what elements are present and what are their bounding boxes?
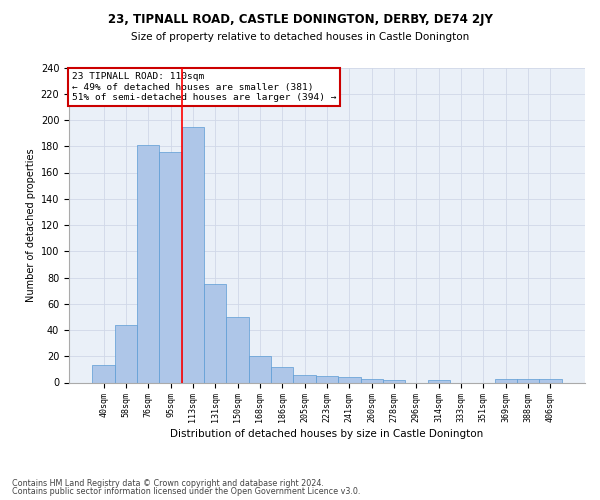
X-axis label: Distribution of detached houses by size in Castle Donington: Distribution of detached houses by size …	[170, 429, 484, 439]
Bar	[182, 126, 204, 382]
Text: 23, TIPNALL ROAD, CASTLE DONINGTON, DERBY, DE74 2JY: 23, TIPNALL ROAD, CASTLE DONINGTON, DERB…	[107, 12, 493, 26]
Bar	[271, 367, 293, 382]
Bar	[494, 378, 517, 382]
Text: Contains public sector information licensed under the Open Government Licence v3: Contains public sector information licen…	[12, 487, 361, 496]
Bar	[226, 317, 249, 382]
Bar	[249, 356, 271, 382]
Bar	[316, 376, 338, 382]
Bar	[383, 380, 405, 382]
Bar	[517, 378, 539, 382]
Bar	[92, 366, 115, 382]
Bar	[293, 374, 316, 382]
Text: Size of property relative to detached houses in Castle Donington: Size of property relative to detached ho…	[131, 32, 469, 42]
Bar	[539, 378, 562, 382]
Bar	[361, 378, 383, 382]
Bar	[428, 380, 450, 382]
Bar	[115, 325, 137, 382]
Text: Contains HM Land Registry data © Crown copyright and database right 2024.: Contains HM Land Registry data © Crown c…	[12, 478, 324, 488]
Text: 23 TIPNALL ROAD: 110sqm
← 49% of detached houses are smaller (381)
51% of semi-d: 23 TIPNALL ROAD: 110sqm ← 49% of detache…	[71, 72, 336, 102]
Bar	[137, 145, 160, 382]
Bar	[338, 377, 361, 382]
Bar	[204, 284, 226, 382]
Bar	[160, 152, 182, 382]
Y-axis label: Number of detached properties: Number of detached properties	[26, 148, 37, 302]
